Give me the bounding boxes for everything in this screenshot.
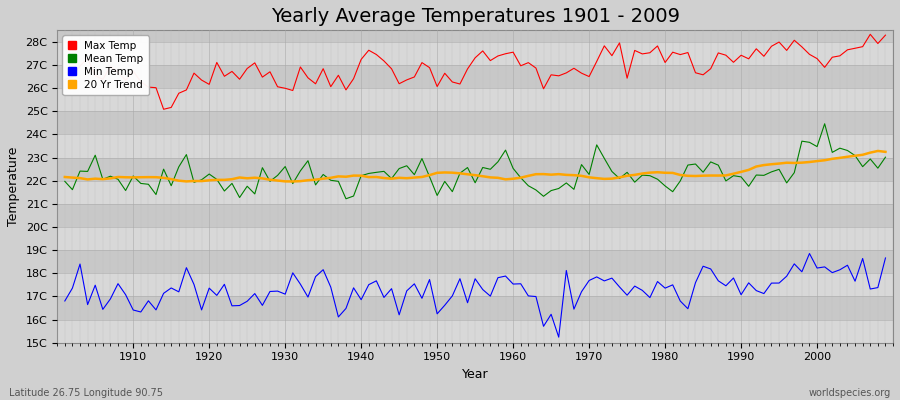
Title: Yearly Average Temperatures 1901 - 2009: Yearly Average Temperatures 1901 - 2009 <box>271 7 680 26</box>
Legend: Max Temp, Mean Temp, Min Temp, 20 Yr Trend: Max Temp, Mean Temp, Min Temp, 20 Yr Tre… <box>62 36 148 95</box>
Bar <box>58 227 893 250</box>
Y-axis label: Temperature: Temperature <box>7 147 20 226</box>
Text: worldspecies.org: worldspecies.org <box>809 388 891 398</box>
Bar <box>58 181 893 204</box>
Bar <box>58 65 893 88</box>
Bar <box>58 134 893 158</box>
Bar <box>58 42 893 65</box>
Bar <box>58 250 893 273</box>
Bar <box>58 204 893 227</box>
Bar <box>58 158 893 181</box>
Bar <box>58 296 893 320</box>
Bar <box>58 320 893 343</box>
Bar <box>58 111 893 134</box>
Bar <box>58 273 893 296</box>
Bar <box>58 19 893 42</box>
X-axis label: Year: Year <box>462 368 489 381</box>
Text: Latitude 26.75 Longitude 90.75: Latitude 26.75 Longitude 90.75 <box>9 388 163 398</box>
Bar <box>58 88 893 111</box>
